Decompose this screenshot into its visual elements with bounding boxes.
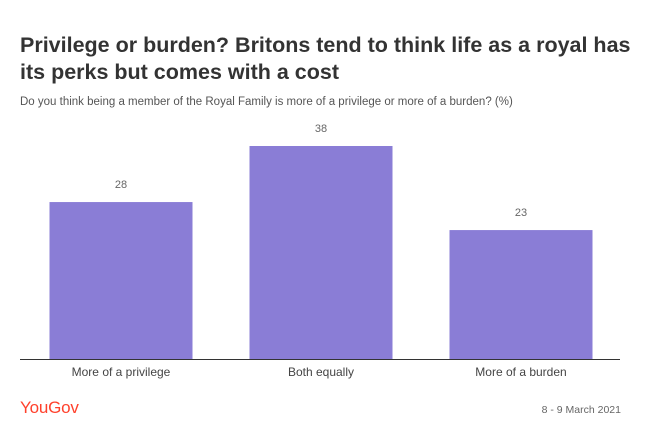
fieldwork-date: 8 - 9 March 2021 — [541, 404, 621, 416]
bar-2 — [249, 146, 393, 359]
category-label-1: More of a privilege — [72, 365, 171, 379]
value-labels-group: 28 38 23 — [115, 123, 527, 219]
yougov-logo: YouGov — [20, 398, 79, 417]
value-label-1: 28 — [115, 179, 127, 191]
bar-3 — [449, 230, 593, 359]
value-label-2: 38 — [315, 123, 327, 135]
bar-1 — [49, 202, 193, 359]
category-label-3: More of a burden — [475, 365, 566, 379]
chart-subtitle: Do you think being a member of the Royal… — [20, 96, 513, 108]
value-label-3: 23 — [515, 207, 527, 219]
category-labels-group: More of a privilege Both equally More of a… — [72, 365, 567, 379]
bars-group — [49, 146, 593, 359]
chart-title: Privilege or burden? Britons tend to thi… — [20, 33, 631, 84]
category-label-2: Both equally — [288, 365, 354, 379]
